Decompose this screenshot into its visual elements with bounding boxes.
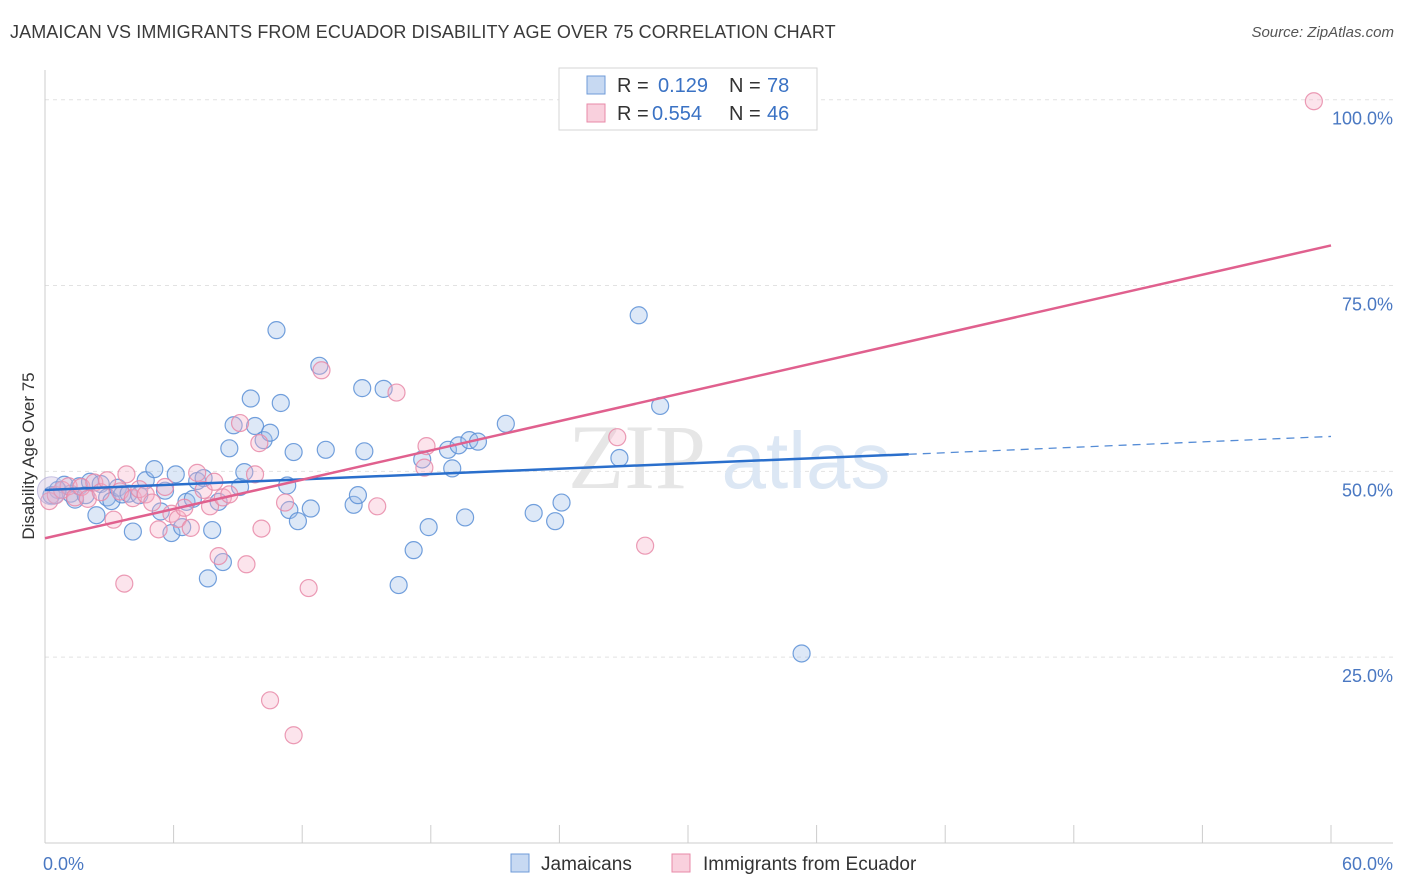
trend-line-jamaicans [44,453,909,492]
point-jamaicans-40 [267,321,286,340]
point-ecuador-38 [284,726,303,745]
point-ecuador-40 [312,361,331,380]
y-axis-label: Disability Age Over 75 [19,372,38,539]
legend-swatch-jamaicans [586,75,606,95]
x-tick-label-0: 0.0% [43,854,84,874]
point-jamaicans-18 [145,460,164,479]
point-jamaicans-37 [245,416,265,436]
point-jamaicans-51 [353,379,372,398]
legend-swatch-ecuador [586,103,606,123]
point-ecuador-47 [1304,92,1323,111]
point-jamaicans-55 [404,541,423,560]
legend: R = 0.129 N = 78 R = 0.554 N = 46 [558,67,818,131]
bottom-legend: Jamaicans Immigrants from Ecuador [510,853,917,875]
point-ecuador-31 [230,413,250,433]
legend-n-label-1: N = [729,75,761,97]
point-ecuador-34 [250,434,269,453]
trend-lines [44,244,1332,540]
point-jamaicans-71 [792,644,811,663]
point-jamaicans-68 [610,448,629,468]
x-tick-label-1: 60.0% [1342,854,1393,874]
y-tick-label-0: 100.0% [1332,109,1393,129]
legend-r-label-2: R = [617,103,649,125]
bottom-legend-ecuador: Immigrants from Ecuador [703,854,917,875]
axes [44,70,1393,844]
point-jamaicans-46 [301,499,320,518]
legend-r-value-1: 0.129 [658,75,708,97]
point-ecuador-3 [59,477,78,496]
legend-n-value-1: 78 [767,75,789,97]
bottom-legend-swatch-ecuador [671,853,691,873]
y-tick-label-3: 25.0% [1342,666,1393,686]
point-jamaicans-22 [166,465,185,484]
chart-title: JAMAICAN VS IMMIGRANTS FROM ECUADOR DISA… [10,22,836,42]
point-ecuador-21 [168,509,187,529]
bottom-legend-swatch-jamaicans [510,853,530,873]
point-jamaicans-54 [389,575,408,595]
point-ecuador-12 [115,574,134,593]
trend-line-ecuador [44,244,1332,540]
point-jamaicans-28 [198,569,217,588]
watermark-zip: ZIP [568,406,706,508]
point-ecuador-37 [275,493,295,512]
legend-n-value-2: 46 [767,103,789,125]
point-jamaicans-29 [203,520,222,540]
point-jamaicans-50 [348,486,368,505]
point-ecuador-13 [117,465,136,484]
point-jamaicans-48 [316,440,335,459]
point-ecuador-35 [252,519,271,538]
point-ecuador-41 [368,497,387,516]
point-ecuador-36 [260,691,280,710]
point-ecuador-17 [143,493,162,512]
point-jamaicans-69 [629,306,648,325]
point-jamaicans-15 [123,522,142,541]
point-ecuador-23 [181,518,200,537]
point-jamaicans-52 [355,442,374,461]
point-jamaicans-36 [241,389,260,408]
point-jamaicans-67 [552,493,571,512]
point-ecuador-42 [387,383,406,402]
y-tick-label-1: 75.0% [1342,295,1393,315]
bottom-legend-jamaicans: Jamaicans [541,854,632,875]
point-ecuador-46 [636,536,655,555]
point-ecuador-10 [104,510,123,529]
point-jamaicans-8 [87,506,106,525]
point-jamaicans-32 [220,439,239,458]
point-jamaicans-64 [496,414,515,433]
data-points [36,92,1323,745]
point-ecuador-9 [98,471,117,490]
legend-r-label-1: R = [617,75,649,97]
legend-n-label-2: N = [729,103,761,125]
point-jamaicans-57 [419,518,438,537]
point-ecuador-39 [299,578,318,598]
point-jamaicans-44 [284,442,303,462]
point-ecuador-28 [209,546,228,566]
point-ecuador-32 [237,555,256,574]
trend-line-jamaicans-extension [908,435,1332,455]
point-ecuador-24 [188,463,207,482]
legend-r-value-2: 0.554 [652,103,702,125]
source-label: Source: ZipAtlas.com [1251,24,1394,41]
y-tick-label-2: 50.0% [1342,480,1393,500]
point-jamaicans-45 [288,512,308,531]
point-ecuador-19 [155,477,175,497]
point-jamaicans-66 [546,512,565,531]
point-jamaicans-65 [524,503,543,523]
gridlines [45,99,1393,658]
point-jamaicans-49 [344,495,363,514]
point-jamaicans-41 [271,393,290,413]
tick-labels: 100.0% 75.0% 50.0% 25.0% 0.0% 60.0% [43,109,1393,874]
point-jamaicans-61 [455,508,475,527]
point-ecuador-33 [245,465,265,484]
watermark: ZIP atlas [568,406,890,508]
point-ecuador-18 [149,520,168,539]
point-ecuador-43 [415,458,434,477]
point-ecuador-45 [608,428,627,447]
